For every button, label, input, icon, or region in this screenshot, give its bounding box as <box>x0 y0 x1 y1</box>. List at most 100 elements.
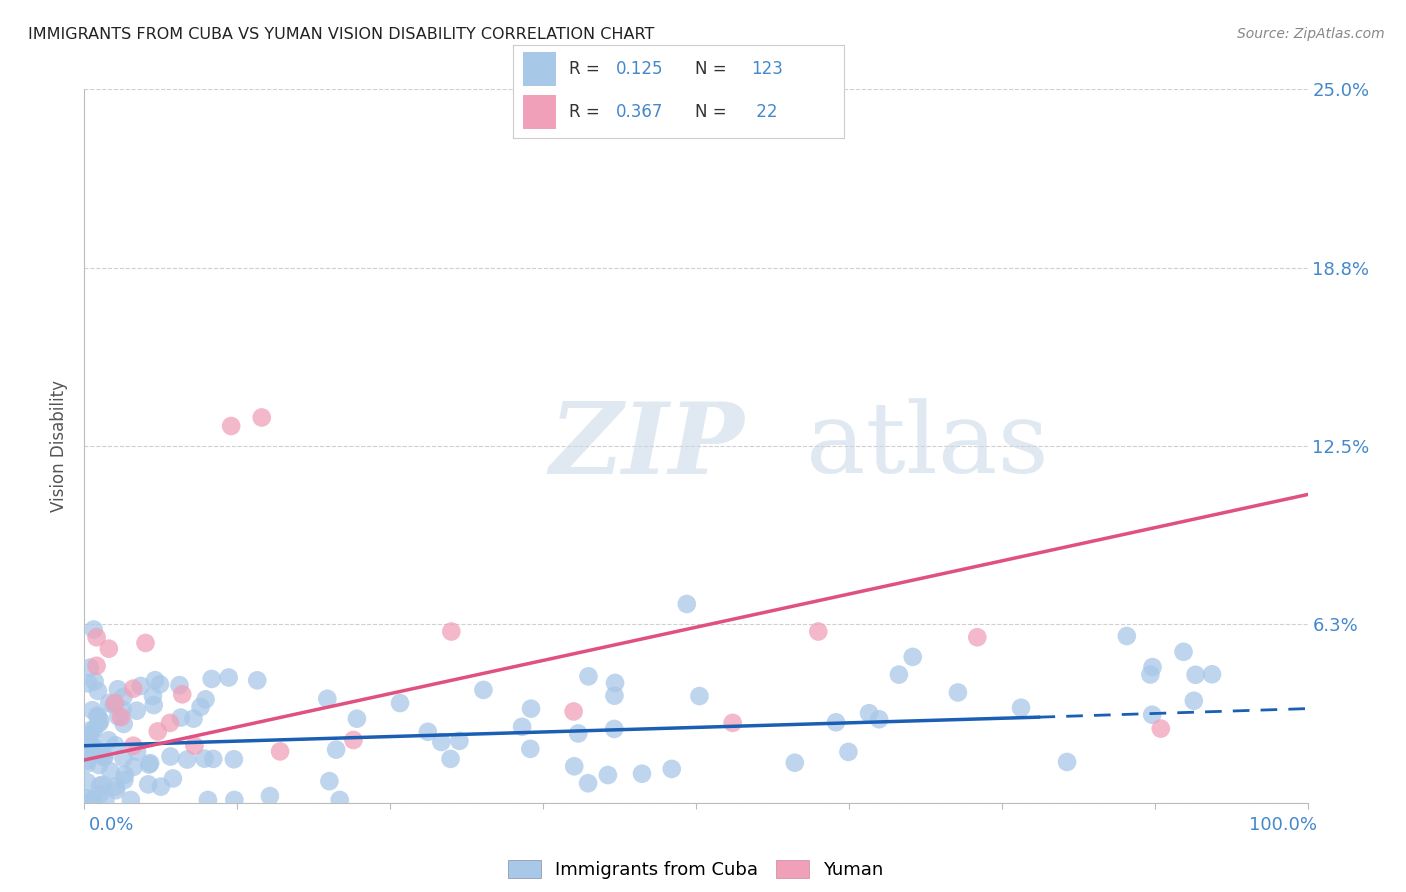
Point <box>122 739 145 753</box>
Point <box>83 723 105 737</box>
Point <box>107 709 129 723</box>
Point <box>136 777 159 791</box>
Text: 0.367: 0.367 <box>616 103 664 121</box>
Point <box>149 780 172 794</box>
Y-axis label: Vision Disability: Vision Disability <box>51 380 69 512</box>
Point <box>562 759 585 773</box>
Point <box>388 696 411 710</box>
Point <box>520 701 543 715</box>
Point <box>887 667 910 681</box>
Text: 100.0%: 100.0% <box>1250 816 1317 834</box>
Point <box>80 728 103 742</box>
Point <box>122 681 145 696</box>
Point <box>259 789 281 803</box>
Point <box>112 751 135 765</box>
Point <box>129 679 152 693</box>
Point <box>87 684 110 698</box>
Point <box>201 672 224 686</box>
Point <box>1010 700 1032 714</box>
Point <box>966 630 988 644</box>
Point <box>510 720 533 734</box>
Point <box>111 703 134 717</box>
Point <box>76 729 98 743</box>
Point <box>82 739 104 754</box>
Point <box>329 793 352 807</box>
Point <box>246 673 269 688</box>
Point <box>142 689 165 703</box>
Text: Source: ZipAtlas.com: Source: ZipAtlas.com <box>1237 27 1385 41</box>
Point <box>1182 694 1205 708</box>
Point <box>219 419 242 434</box>
Point <box>112 690 135 704</box>
Point <box>97 641 120 656</box>
Point <box>89 779 111 793</box>
Point <box>97 733 120 747</box>
Point <box>562 705 585 719</box>
Point <box>86 658 108 673</box>
Point <box>100 764 122 779</box>
Text: R =: R = <box>569 103 606 121</box>
Point <box>104 696 127 710</box>
Point <box>218 671 240 685</box>
Point <box>567 726 589 740</box>
Point <box>416 724 439 739</box>
Point <box>603 722 626 736</box>
Point <box>89 787 111 801</box>
Point <box>98 696 121 710</box>
Point <box>1142 660 1164 674</box>
Text: IMMIGRANTS FROM CUBA VS YUMAN VISION DISABILITY CORRELATION CHART: IMMIGRANTS FROM CUBA VS YUMAN VISION DIS… <box>28 27 655 42</box>
Point <box>193 751 215 765</box>
Bar <box>523 95 557 129</box>
Point <box>139 756 162 771</box>
Point <box>1201 667 1223 681</box>
Point <box>120 793 142 807</box>
Point <box>93 750 115 764</box>
Point <box>76 738 98 752</box>
Point <box>603 676 626 690</box>
Point <box>86 708 108 723</box>
Point <box>82 703 104 717</box>
Point <box>82 746 104 760</box>
Point <box>661 762 683 776</box>
Point <box>1139 667 1161 681</box>
Point <box>807 624 830 639</box>
Point <box>183 712 205 726</box>
Point <box>194 692 217 706</box>
Text: 123: 123 <box>751 60 783 78</box>
Point <box>125 745 148 759</box>
Point <box>83 674 105 689</box>
Point <box>603 689 626 703</box>
Bar <box>523 52 557 86</box>
Point <box>105 783 128 797</box>
Point <box>222 752 245 766</box>
Point <box>104 780 127 794</box>
Legend: Immigrants from Cuba, Yuman: Immigrants from Cuba, Yuman <box>501 853 891 887</box>
Point <box>87 710 110 724</box>
Point <box>125 704 148 718</box>
Point <box>77 676 100 690</box>
Point <box>316 691 339 706</box>
Text: N =: N = <box>695 60 731 78</box>
Point <box>138 757 160 772</box>
Point <box>825 715 848 730</box>
Point <box>135 636 157 650</box>
Point <box>202 752 225 766</box>
Point <box>114 767 136 781</box>
Text: atlas: atlas <box>806 398 1049 494</box>
Point <box>76 731 98 745</box>
Point <box>86 630 108 644</box>
Point <box>1115 629 1137 643</box>
Point <box>197 793 219 807</box>
Text: R =: R = <box>569 60 606 78</box>
Point <box>342 733 364 747</box>
Point <box>1184 667 1206 681</box>
Point <box>90 747 112 762</box>
Point <box>159 749 181 764</box>
Point <box>122 760 145 774</box>
Point <box>162 772 184 786</box>
Point <box>472 682 495 697</box>
Point <box>183 739 205 753</box>
Point <box>80 723 103 737</box>
Point <box>721 715 744 730</box>
Point <box>837 745 859 759</box>
